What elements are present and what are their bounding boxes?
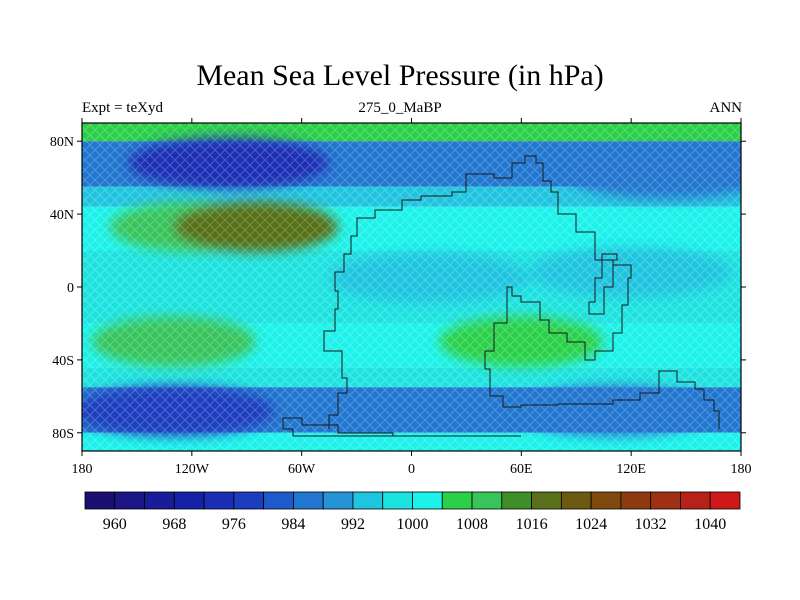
lon-tick-label: 180 xyxy=(72,462,93,477)
lon-tick-label: 180 xyxy=(731,462,752,477)
colorbar-swatch xyxy=(382,491,413,510)
colorbar-swatch xyxy=(203,491,235,510)
contour-hatching xyxy=(82,123,741,451)
lon-tick-label: 0 xyxy=(408,462,415,477)
colorbar-label: 984 xyxy=(281,516,305,533)
colorbar-swatch xyxy=(709,491,741,510)
coastline xyxy=(588,253,618,315)
colorbar-swatch xyxy=(322,491,354,510)
colorbar-label: 1008 xyxy=(456,516,488,533)
lon-tick-label: 60W xyxy=(288,462,316,477)
lat-tick-label: 80S xyxy=(52,427,74,442)
lat-tick-label: 0 xyxy=(67,281,74,296)
colorbar-swatch xyxy=(233,491,265,510)
colorbar-label: 1024 xyxy=(575,516,607,533)
plot-title: Mean Sea Level Pressure (in hPa) xyxy=(196,59,604,92)
map-axes: 180 120W 60W 0 60E 120E 180 80N 40N 0 40S 80S xyxy=(50,118,752,477)
colorbar-label: 976 xyxy=(222,516,246,533)
colorbar-swatch xyxy=(501,491,532,510)
colorbar-swatch xyxy=(114,491,145,510)
colorbar-swatch xyxy=(173,491,205,510)
period-label: 275_0_MaBP xyxy=(358,100,442,116)
lat-tick-label: 40N xyxy=(50,208,74,223)
colorbar-swatch xyxy=(590,491,622,510)
colorbar-swatch xyxy=(650,491,681,510)
colorbar-swatch xyxy=(84,491,116,510)
lon-tick-label: 120E xyxy=(616,462,646,477)
colorbar-swatch xyxy=(263,491,294,510)
colorbar-swatch xyxy=(531,491,562,510)
colorbar-label: 1000 xyxy=(397,516,429,533)
colorbar-swatch xyxy=(144,491,175,510)
colorbar-label: 968 xyxy=(162,516,186,533)
colorbar-swatch xyxy=(560,491,592,510)
lon-tick-label: 60E xyxy=(510,462,533,477)
lat-tick-label: 80N xyxy=(50,135,74,150)
coastline xyxy=(282,417,521,437)
colorbar-swatch xyxy=(680,491,711,510)
colorbar-label: 960 xyxy=(103,516,127,533)
season-label: ANN xyxy=(709,100,743,116)
colorbar-label: 1040 xyxy=(694,516,726,533)
coastlines xyxy=(282,155,720,437)
colorbar-swatch xyxy=(352,491,384,510)
colorbar-label: 1016 xyxy=(516,516,548,533)
experiment-label: Expt = teXyd xyxy=(82,100,163,116)
colorbar-swatch xyxy=(293,491,324,510)
lon-tick-label: 120W xyxy=(175,462,210,477)
colorbar-label: 992 xyxy=(341,516,365,533)
colorbar: 960 968 976 984 992 1000 1008 1016 1024 1032 1040 xyxy=(84,491,741,533)
coastline xyxy=(323,155,720,429)
colorbar-swatch xyxy=(441,491,473,510)
colorbar-swatch xyxy=(471,491,503,510)
colorbar-swatch xyxy=(620,491,652,510)
colorbar-swatch xyxy=(412,491,443,510)
lat-tick-label: 40S xyxy=(52,354,74,369)
colorbar-label: 1032 xyxy=(635,516,667,533)
